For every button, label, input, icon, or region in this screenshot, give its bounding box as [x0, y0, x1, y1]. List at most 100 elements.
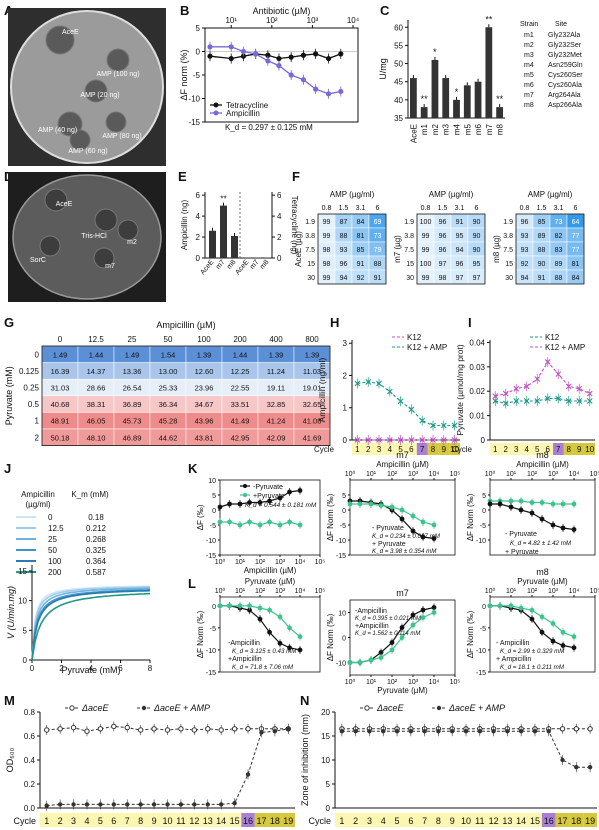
- bar: [453, 99, 460, 118]
- data-point: [518, 507, 524, 513]
- tick-label: 0.125: [19, 367, 40, 376]
- data-point: [586, 398, 593, 404]
- data-point: [164, 727, 171, 733]
- tick-label: 3: [71, 816, 76, 826]
- tick-label: 3.1: [554, 205, 564, 212]
- data-point: [529, 616, 535, 622]
- tick-label: 17: [256, 816, 266, 826]
- tick-label: 2: [504, 445, 509, 454]
- data-point: [288, 54, 294, 60]
- cycle-cell: [417, 813, 432, 827]
- panel-label: K: [188, 461, 198, 476]
- cell-value: 88: [538, 247, 546, 254]
- tick-label: 0.8: [421, 205, 431, 212]
- data-point: [257, 605, 263, 611]
- bar: [463, 85, 471, 118]
- axis-title: Ampicillin (µM): [244, 566, 297, 575]
- category-label: m6: [474, 123, 483, 135]
- tick-label: 2: [353, 816, 358, 826]
- data-point: [539, 500, 545, 505]
- cell-value: 91: [456, 219, 464, 226]
- tick-label: 1: [44, 816, 49, 826]
- inhibition-zone: [105, 111, 127, 133]
- bar: [420, 107, 428, 118]
- category-label: m8: [226, 259, 238, 271]
- tick-label: 4: [84, 816, 89, 826]
- bar: [496, 107, 503, 118]
- data-point: [245, 772, 251, 777]
- series-line: [495, 361, 591, 397]
- tick-label: 10: [321, 756, 330, 765]
- data-point: [508, 504, 514, 510]
- tick-label: 40: [394, 96, 403, 105]
- data-point: [420, 607, 426, 613]
- tick-label: 55: [394, 41, 403, 50]
- cell-value: 1.54: [161, 350, 176, 359]
- data-point: [354, 437, 361, 443]
- data-point: [410, 612, 416, 618]
- cell-value: 16.39: [51, 367, 70, 376]
- cycle-cell: [553, 443, 564, 455]
- cell-value: 12.60: [195, 367, 214, 376]
- axis-title: Cycle: [314, 445, 335, 454]
- data-point: [550, 501, 556, 507]
- tick-label: 16: [243, 816, 253, 826]
- cell-value: 50.18: [51, 433, 70, 442]
- cell-value: 28.66: [87, 384, 106, 393]
- tick-label: 2: [196, 233, 201, 242]
- data-point: [431, 605, 437, 610]
- axis-title: ΔF Norm (‰): [326, 613, 335, 661]
- inhibition-zone: [93, 247, 115, 269]
- dish-label: AMP (20 ng): [80, 92, 119, 99]
- data-point: [389, 647, 395, 653]
- axis-title: AMP (µg/ml): [429, 190, 474, 199]
- tick-label: 0.25: [23, 384, 39, 393]
- data-point: [228, 44, 234, 50]
- data-point: [325, 91, 332, 97]
- axis-title: Pyruvate (µM): [517, 577, 568, 586]
- data-point: [378, 650, 384, 655]
- tick-label: 5: [212, 493, 216, 500]
- plot-frame: [219, 479, 321, 556]
- axis-title: ΔF Norm (‰): [326, 493, 335, 541]
- data-point: [247, 603, 252, 609]
- data-point: [111, 723, 117, 730]
- tick-label: 9: [577, 445, 582, 454]
- category-label: m7: [485, 123, 494, 135]
- cell-value: 91: [357, 261, 365, 268]
- cycle-cell: [66, 813, 81, 827]
- tick-label: 3: [343, 339, 348, 348]
- legend-swatch: [436, 705, 442, 711]
- data-point: [44, 803, 49, 808]
- tick-label: -15: [476, 670, 486, 677]
- data-point: [178, 726, 184, 732]
- category-label: m7: [215, 259, 227, 271]
- dish-label: AceE: [56, 201, 73, 208]
- cell-value: 96: [340, 261, 348, 268]
- table-cell: m6: [524, 82, 534, 89]
- cell-value: 92: [521, 261, 529, 268]
- data-point: [463, 729, 469, 734]
- significance-mark: **: [421, 94, 429, 104]
- cell-value: 42.95: [231, 433, 250, 442]
- tick-label: 200: [233, 335, 247, 344]
- tick-label: -10: [336, 538, 346, 545]
- tick-label: 1.5: [438, 205, 448, 212]
- data-point: [399, 635, 405, 640]
- cycle-cell: [376, 813, 391, 827]
- cell-value: 95: [456, 233, 464, 240]
- data-point: [218, 802, 224, 807]
- table-cell: m1: [524, 32, 534, 39]
- data-point: [257, 500, 263, 505]
- panel-label: I: [468, 315, 472, 330]
- tick-label: 10²: [527, 471, 538, 478]
- legend-label: Ampicillin: [226, 109, 260, 118]
- data-point: [247, 500, 252, 505]
- data-point: [44, 727, 50, 733]
- legend-label: +Ampicillin: [228, 656, 262, 663]
- plot-title: m8: [536, 567, 549, 577]
- cycle-cell: [120, 813, 134, 827]
- data-point: [492, 393, 499, 399]
- series-line: [31, 589, 151, 661]
- legend-label: 12.5: [48, 524, 64, 533]
